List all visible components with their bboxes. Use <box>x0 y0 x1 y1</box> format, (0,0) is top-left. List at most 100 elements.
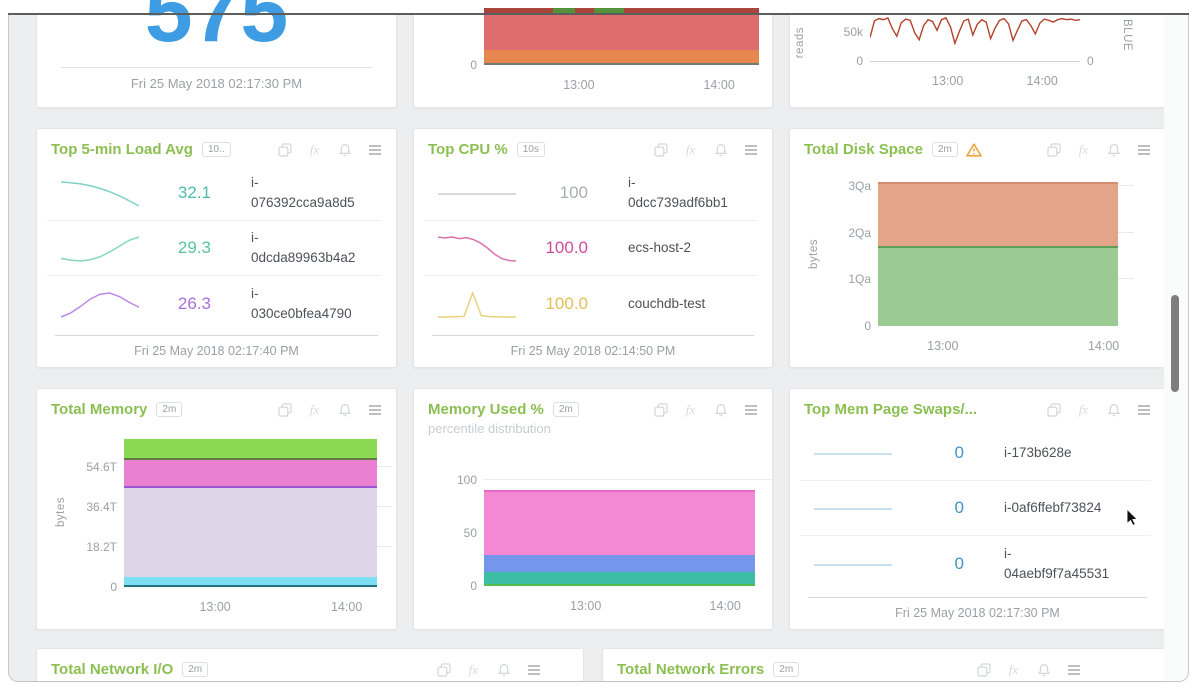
refresh-interval-badge[interactable]: 2m <box>182 662 209 677</box>
clone-icon[interactable] <box>1046 142 1061 157</box>
panel-title[interactable]: Top 5-min Load Avg <box>51 141 193 158</box>
sparkline-svg <box>438 233 516 263</box>
panel-title[interactable]: Total Network I/O <box>51 661 174 678</box>
series-row[interactable]: 29.3 i- 0dcda89963b4a2 <box>47 221 382 276</box>
series-row[interactable]: 0 i-173b628e <box>800 426 1151 481</box>
panel-total-memory[interactable]: Total Memory 2m fx 0 18.2T 36.4T 54.6T 13:00… <box>36 388 397 630</box>
panel-stacked-io[interactable]: 0 13:00 14:00 <box>413 8 773 108</box>
menu-icon[interactable] <box>1136 402 1151 417</box>
bell-icon[interactable] <box>1036 662 1051 677</box>
panel-title[interactable]: Total Disk Space <box>804 141 923 158</box>
panel-footer-timestamp: Fri 25 May 2018 02:17:30 PM <box>808 597 1147 620</box>
y-tick-label: 36.4T <box>86 499 117 514</box>
chart-layer-pink-band <box>124 458 377 486</box>
x-tick-label: 14:00 <box>1087 339 1120 353</box>
clone-icon[interactable] <box>653 142 668 157</box>
panel-title[interactable]: Memory Used % <box>428 401 544 418</box>
x-tick-label: 13:00 <box>563 78 595 92</box>
clone-icon[interactable] <box>277 402 292 417</box>
menu-icon[interactable] <box>367 402 382 417</box>
chart-layer-green-band <box>124 439 377 459</box>
scrollbar-track[interactable] <box>1164 14 1188 681</box>
series-row[interactable]: 26.3 i- 030ce0bfea4790 <box>47 276 382 331</box>
function-icon[interactable]: fx <box>1078 141 1089 157</box>
x-tick-label: 13:00 <box>569 599 602 613</box>
panel-top-load-avg[interactable]: Top 5-min Load Avg 10.. fx 32.1 i- 07639… <box>36 128 397 368</box>
series-host-label: ecs-host-2 <box>628 240 692 256</box>
x-tick-label: 14:00 <box>1026 74 1058 88</box>
clone-icon[interactable] <box>1046 402 1061 417</box>
function-icon[interactable]: fx <box>468 661 479 677</box>
panel-top-mem-page-swaps[interactable]: Top Mem Page Swaps/... fx 0 i-173b628e 0 <box>789 388 1166 630</box>
series-row[interactable]: 100.0 couchdb-test <box>424 276 758 331</box>
sparkline-svg <box>61 178 139 208</box>
memory-chart[interactable]: 0 18.2T 36.4T 54.6T 13:00 14:00 <box>86 436 393 614</box>
series-row[interactable]: 0 i-0af6ffebf73824 <box>800 481 1151 536</box>
chart-layer-green-baseline <box>484 584 755 586</box>
io-stacked-chart[interactable]: 0 13:00 14:00 <box>470 8 759 92</box>
chart-layer-blue-band <box>484 555 755 572</box>
panel-title[interactable]: Total Memory <box>51 401 148 418</box>
divider <box>61 67 372 68</box>
menu-icon[interactable] <box>1066 662 1081 677</box>
function-icon[interactable]: fx <box>309 401 320 417</box>
panel-title[interactable]: Top Mem Page Swaps/... <box>804 401 978 418</box>
stat-timestamp: Fri 25 May 2018 02:17:30 PM <box>130 76 303 91</box>
reads-line-chart[interactable]: 50k 0 0 13:00 14:00 <box>844 15 1094 88</box>
series-row[interactable]: 0 i- 04aebf9f7a45531 <box>800 536 1151 591</box>
panel-title[interactable]: Top CPU % <box>428 141 508 158</box>
panel-total-disk-space[interactable]: Total Disk Space 2m fx 0 1Qa 2Qa 3Qa 13:00 14… <box>789 128 1166 368</box>
panel-reads-line[interactable]: 50k 0 0 13:00 14:00 reads BLUE <box>789 15 1166 108</box>
y-axis-label-bytes: bytes <box>808 239 820 269</box>
sparkline <box>814 438 892 468</box>
function-icon[interactable]: fx <box>685 401 696 417</box>
bell-icon[interactable] <box>713 402 728 417</box>
menu-icon[interactable] <box>367 142 382 157</box>
y-axis-label-bytes: bytes <box>55 497 67 527</box>
function-icon[interactable]: fx <box>1078 401 1089 417</box>
refresh-interval-badge[interactable]: 2m <box>773 662 800 677</box>
bell-icon[interactable] <box>1106 402 1121 417</box>
scrollbar-thumb[interactable] <box>1171 295 1179 392</box>
chart-layer-pink-band <box>484 490 755 556</box>
clone-icon[interactable] <box>277 142 292 157</box>
disk-space-chart[interactable]: 0 1Qa 2Qa 3Qa 13:00 14:00 <box>848 179 1134 353</box>
bell-icon[interactable] <box>337 142 352 157</box>
panel-total-network-errors[interactable]: Total Network Errors 2m fx <box>602 648 1166 681</box>
panel-total-network-io[interactable]: Total Network I/O 2m fx <box>36 648 584 681</box>
function-icon[interactable]: fx <box>1008 661 1019 677</box>
refresh-interval-badge[interactable]: 2m <box>552 402 579 417</box>
menu-icon[interactable] <box>743 402 758 417</box>
panel-instance-count[interactable]: 575 Fri 25 May 2018 02:17:30 PM <box>36 0 397 108</box>
series-row[interactable]: 32.1 i- 076392cca9a8d5 <box>47 166 382 221</box>
series-row[interactable]: 100 i- 0dcc739adf6bb1 <box>424 166 758 221</box>
panel-title[interactable]: Total Network Errors <box>617 661 765 678</box>
panel-footer-timestamp: Fri 25 May 2018 02:14:50 PM <box>432 335 754 358</box>
refresh-interval-badge[interactable]: 2m <box>931 142 958 157</box>
panel-memory-used-pct[interactable]: Memory Used % 2m fx percentile distribut… <box>413 388 773 630</box>
refresh-interval-badge[interactable]: 10.. <box>201 142 231 157</box>
refresh-interval-badge[interactable]: 10s <box>516 142 545 157</box>
y-axis-label-reads: reads <box>794 27 806 59</box>
bell-icon[interactable] <box>337 402 352 417</box>
menu-icon[interactable] <box>526 662 541 677</box>
panel-top-cpu[interactable]: Top CPU % 10s fx 100 i- 0dcc739adf6bb1 <box>413 128 773 368</box>
menu-icon[interactable] <box>743 142 758 157</box>
refresh-interval-badge[interactable]: 2m <box>156 402 183 417</box>
function-icon[interactable]: fx <box>685 141 696 157</box>
menu-icon[interactable] <box>1136 142 1151 157</box>
bell-icon[interactable] <box>713 142 728 157</box>
sparkline-svg <box>814 493 892 523</box>
clone-icon[interactable] <box>653 402 668 417</box>
clone-icon[interactable] <box>436 662 451 677</box>
warning-icon[interactable] <box>966 142 982 157</box>
memory-used-pct-chart[interactable]: 0 50 100 13:00 14:00 <box>457 473 771 613</box>
function-icon[interactable]: fx <box>309 141 320 157</box>
bell-icon[interactable] <box>496 662 511 677</box>
series-value: 26.3 <box>177 293 211 313</box>
series-value: 0 <box>954 553 964 573</box>
series-host-label: i-0af6ffebf73824 <box>1004 500 1102 516</box>
clone-icon[interactable] <box>976 662 991 677</box>
bell-icon[interactable] <box>1106 142 1121 157</box>
series-row[interactable]: 100.0 ecs-host-2 <box>424 221 758 276</box>
